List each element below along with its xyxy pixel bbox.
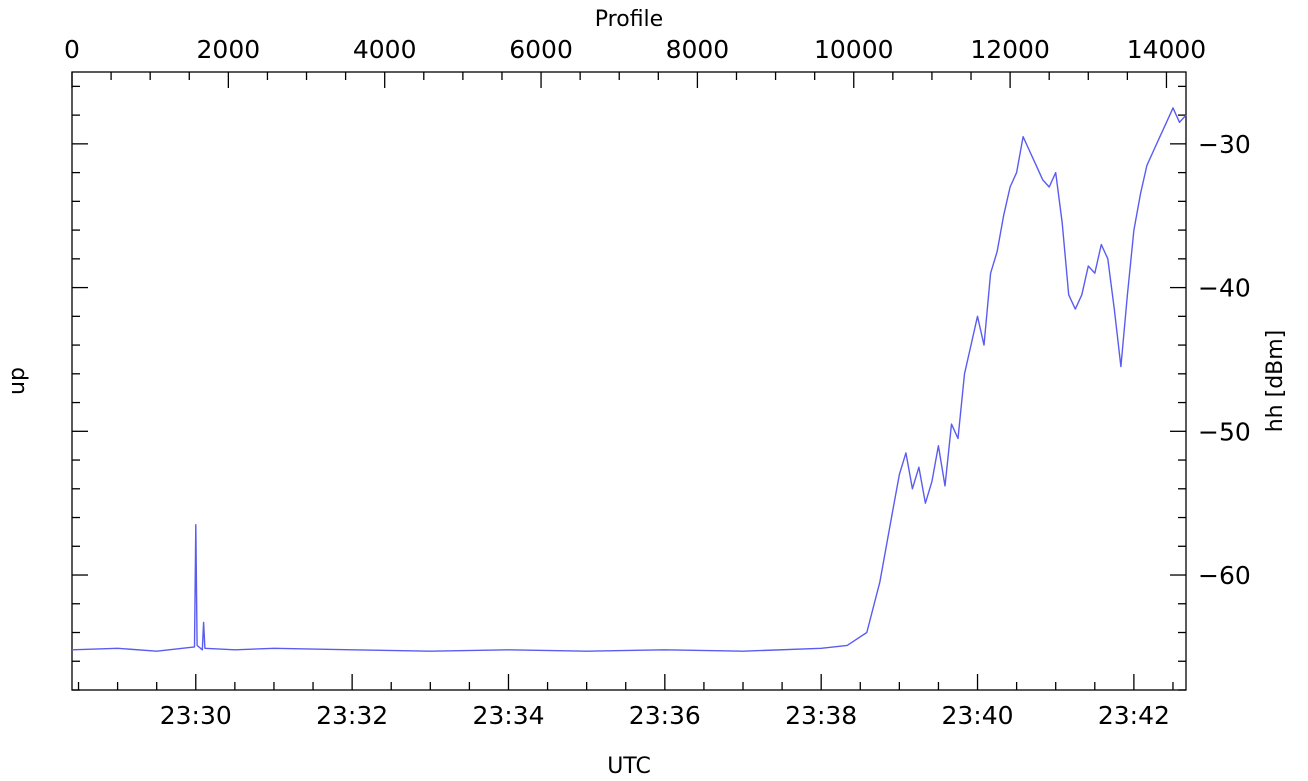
x-axis-title: UTC [607,754,651,779]
x-tick-label: 23:32 [316,701,388,730]
x-tick-label: 23:42 [1098,701,1170,730]
y-right-axis-title: hh [dBm] [1263,330,1288,433]
x-tick-label: 23:38 [785,701,857,730]
series-line [71,107,1187,652]
y-right-tick-label: −30 [1198,130,1251,159]
x2-tick-label: 8000 [666,35,730,64]
plot-frame [71,71,1187,691]
x-tick-label: 23:40 [942,701,1014,730]
x2-tick-label: 10000 [814,35,894,64]
x2-tick-label: 12000 [970,35,1050,64]
axis-tick-labels: 23:30 23:32 23:34 23:36 23:38 23:40 23:42 0 2000… [64,35,1251,730]
x-tick-label: 23:34 [472,701,544,730]
x2-axis-title: Profile [595,7,663,32]
x2-tick-label: 0 [64,35,80,64]
y-right-tick-label: −40 [1198,274,1251,303]
y-right-tick-label: −60 [1198,561,1251,590]
x2-tick-label: 14000 [1127,35,1207,64]
x2-tick-label: 2000 [197,35,261,64]
x-tick-label: 23:36 [629,701,701,730]
x2-tick-label: 4000 [353,35,417,64]
series-group [71,107,1187,652]
x2-tick-label: 6000 [509,35,573,64]
y-left-axis-title: up [5,367,30,395]
axis-ticks [71,72,1186,691]
y-right-tick-label: −50 [1198,417,1251,446]
x-tick-label: 23:30 [160,701,232,730]
